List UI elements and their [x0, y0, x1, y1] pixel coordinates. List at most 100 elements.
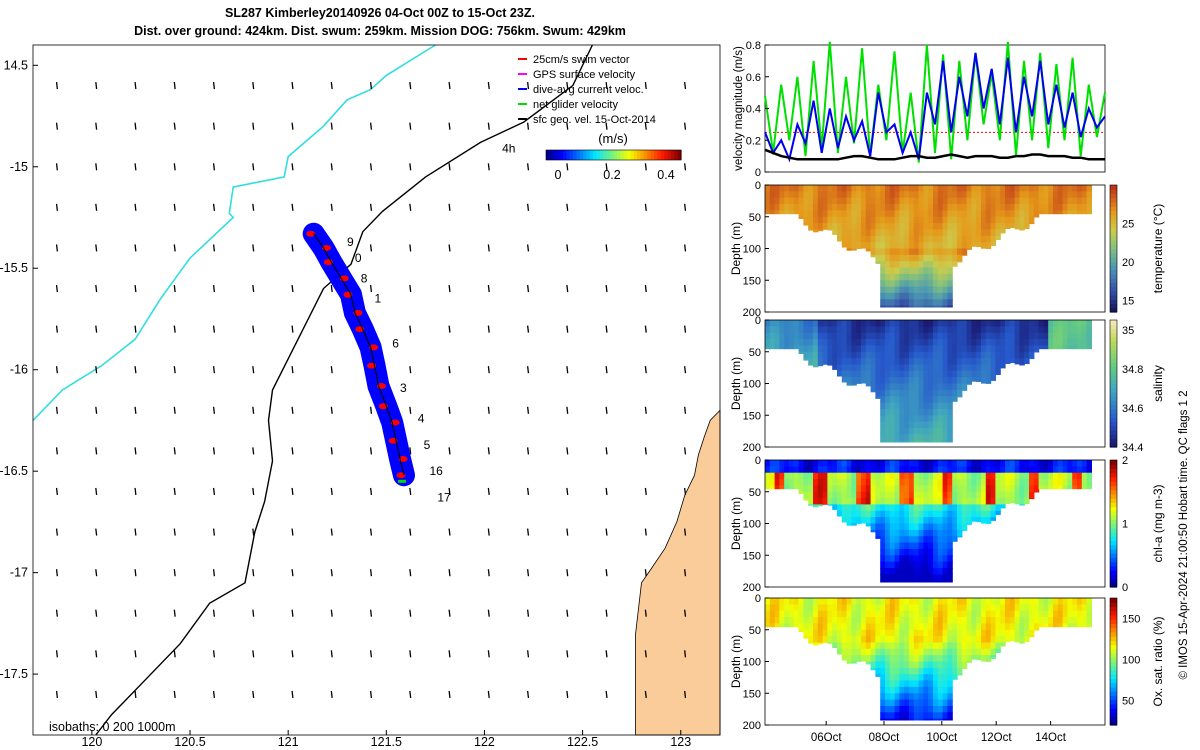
salinity-cell: [923, 364, 929, 372]
oxygen-cell: [846, 642, 852, 650]
temperature-cell: [808, 216, 814, 224]
salinity-cell: [889, 351, 896, 359]
oxygen-cell: [880, 655, 886, 663]
chla-cell: [942, 504, 948, 512]
chla-cell: [841, 485, 848, 493]
velocity-arrow: [55, 609, 59, 617]
salinity-cell: [885, 408, 891, 416]
chla-cell: [918, 580, 924, 583]
salinity-cell: [942, 370, 948, 378]
velocity-arrow: [252, 487, 255, 496]
velocity-arrow: [684, 82, 687, 90]
speed-colorbar-cell: [556, 150, 561, 160]
salinity-cell: [851, 358, 857, 365]
oxygen-cell: [1057, 623, 1064, 628]
salinity-cell: [880, 326, 886, 334]
chla-cell: [937, 574, 944, 582]
salinity-cell: [1081, 320, 1088, 327]
temperature-cell: [990, 197, 996, 205]
chla-colorbar-cell: [1110, 553, 1117, 558]
speed-colorbar-cell: [559, 150, 564, 160]
salinity-cell: [1043, 345, 1049, 350]
oxygen-cell: [1072, 623, 1078, 628]
oxygen-cell: [961, 617, 968, 624]
chla-cell: [832, 460, 838, 467]
salinity-colorbar-cell: [1110, 379, 1117, 385]
temperature-cell: [865, 229, 872, 237]
temperature-cell: [875, 242, 881, 250]
salinity-cell: [923, 434, 929, 442]
salinity-cell: [817, 364, 824, 367]
salinity-cell: [875, 364, 881, 372]
temperature-cell: [808, 223, 814, 230]
temperature-cell: [793, 197, 800, 205]
salinity-cell: [880, 377, 886, 385]
oxygen-cell: [774, 598, 780, 605]
speed-colorbar-cell: [627, 150, 631, 160]
salinity-cell: [947, 332, 953, 340]
temperature-cell: [1072, 185, 1078, 192]
salinity-cell: [971, 370, 977, 378]
chla-cell: [1033, 491, 1040, 493]
chla-cell: [976, 498, 982, 505]
oxygen-colorbar-cell: [1110, 712, 1117, 718]
oxygen-colorbar-cell: [1110, 708, 1117, 713]
temperature-cell: [894, 242, 900, 250]
oxygen-cell: [798, 604, 804, 612]
chla-cell: [913, 460, 920, 467]
oxygen-cell: [966, 636, 972, 644]
salinity-cell: [966, 364, 972, 372]
chla-cell: [856, 460, 862, 467]
temperature-cell: [942, 305, 948, 308]
salinity-cell: [1038, 332, 1044, 340]
chla-cell: [827, 479, 833, 486]
speed-colorbar-tick-label: 0: [555, 168, 562, 182]
velocity-arrow: [95, 447, 98, 455]
chla-cell: [1005, 466, 1011, 474]
chla-cell: [904, 580, 910, 583]
temperature-cell: [813, 197, 819, 205]
temperature-cell: [880, 185, 886, 192]
salinity-cell: [937, 358, 944, 365]
chla-cell: [923, 472, 929, 480]
salinity-cell: [789, 332, 795, 340]
salinity-cell: [803, 339, 809, 346]
temperature-cell: [937, 305, 944, 308]
oxygen-cell: [851, 648, 857, 656]
oxygen-cell: [827, 636, 833, 644]
velocity-arrow: [330, 82, 333, 90]
chla-cell: [937, 580, 944, 583]
chla-cell: [889, 479, 896, 486]
speed-colorbar-cell: [596, 150, 601, 160]
salinity-colorbar-cell: [1110, 349, 1117, 355]
swim-vector: [306, 230, 316, 237]
salinity-cell: [918, 326, 924, 334]
salinity-cell: [1062, 345, 1068, 350]
oxygen-cell: [947, 655, 953, 663]
chla-cell: [769, 466, 776, 474]
temperature-cell: [865, 242, 872, 250]
oxygen-cell: [913, 667, 920, 675]
velocity-arrow: [55, 203, 59, 211]
chla-cell: [870, 491, 876, 499]
salinity-cell: [841, 370, 848, 378]
salinity-cell: [909, 320, 915, 327]
velocity-arrow: [409, 244, 412, 252]
chla-cell: [909, 536, 915, 544]
oxygen-colorbar-cell: [1110, 686, 1117, 692]
chla-cell: [971, 485, 977, 493]
temperature-cell: [918, 248, 924, 256]
temperature-cell: [904, 280, 910, 288]
chla-cell: [971, 479, 977, 486]
chla-cell: [875, 517, 881, 525]
velocity-arrow: [566, 244, 569, 252]
chla-cell: [789, 479, 795, 486]
salinity-cell: [803, 358, 809, 361]
salinity-cell: [976, 339, 982, 346]
chla-cell: [947, 517, 953, 525]
velocity-arrow: [526, 690, 530, 698]
salinity-cell: [837, 320, 843, 327]
salinity-cell: [837, 351, 843, 359]
chla-cell: [851, 517, 857, 525]
